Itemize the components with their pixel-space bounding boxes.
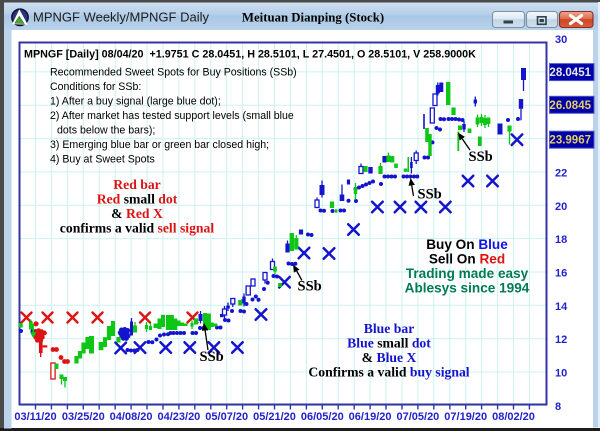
svg-text:8: 8 bbox=[555, 401, 561, 413]
svg-text:18: 18 bbox=[555, 234, 567, 246]
svg-text:Red small dot: Red small dot bbox=[97, 192, 178, 207]
svg-text:& Blue X: & Blue X bbox=[362, 350, 417, 365]
svg-text:07/19/20: 07/19/20 bbox=[444, 411, 487, 423]
svg-text:07/05/20: 07/05/20 bbox=[396, 411, 439, 423]
svg-text:3) Emerging blue bar or green: 3) Emerging blue bar or green bar closed… bbox=[50, 139, 269, 151]
svg-text:08/02/20: 08/02/20 bbox=[492, 411, 535, 423]
svg-text:05/21/20: 05/21/20 bbox=[253, 411, 296, 423]
svg-text:Blue small dot: Blue small dot bbox=[347, 336, 431, 351]
svg-text:14: 14 bbox=[555, 301, 568, 313]
svg-text:16: 16 bbox=[555, 268, 567, 280]
svg-text:Recommended Sweet Spots for Bu: Recommended Sweet Spots for Buy Position… bbox=[50, 67, 297, 79]
svg-text:dots below the bars);: dots below the bars); bbox=[57, 125, 155, 137]
svg-text:04/23/20: 04/23/20 bbox=[157, 411, 200, 423]
svg-text:Buy On Blue: Buy On Blue bbox=[426, 237, 508, 252]
svg-text:03/11/20: 03/11/20 bbox=[14, 411, 56, 423]
svg-text:Ablesys since 1994: Ablesys since 1994 bbox=[405, 281, 530, 296]
svg-text:2) After market has tested sup: 2) After market has tested support level… bbox=[50, 110, 294, 122]
svg-text:26.0845: 26.0845 bbox=[549, 100, 591, 112]
svg-text:22: 22 bbox=[555, 167, 567, 179]
svg-text:06/05/20: 06/05/20 bbox=[301, 411, 344, 423]
svg-text:28.0451: 28.0451 bbox=[549, 67, 591, 79]
svg-text:Red bar: Red bar bbox=[113, 177, 161, 192]
svg-text:SSb: SSb bbox=[200, 349, 224, 365]
svg-text:& Red X: & Red X bbox=[111, 206, 163, 221]
svg-text:SSb: SSb bbox=[298, 279, 322, 295]
svg-text:Meituan Dianping (Stock): Meituan Dianping (Stock) bbox=[242, 11, 384, 25]
svg-text:MPNGF Weekly/MPNGF Daily: MPNGF Weekly/MPNGF Daily bbox=[33, 10, 209, 25]
svg-text:Blue bar: Blue bar bbox=[364, 321, 415, 336]
svg-text:SSb: SSb bbox=[418, 187, 442, 203]
svg-text:Confirms a valid buy signal: Confirms a valid buy signal bbox=[308, 365, 469, 380]
svg-text:MPNGF [Daily] 08/04/20 +1.975: MPNGF [Daily] 08/04/20 +1.9751 C 28.0451… bbox=[24, 49, 476, 61]
svg-text:1) After a buy signal (large b: 1) After a buy signal (large blue dot); bbox=[50, 96, 221, 108]
svg-text:confirms a valid sell signal: confirms a valid sell signal bbox=[60, 221, 215, 236]
svg-text:SSb: SSb bbox=[469, 149, 493, 165]
svg-text:06/19/20: 06/19/20 bbox=[349, 411, 392, 423]
svg-text:12: 12 bbox=[555, 334, 567, 346]
svg-text:05/07/20: 05/07/20 bbox=[205, 411, 248, 423]
svg-text:Trading made easy: Trading made easy bbox=[406, 266, 529, 281]
svg-text:10: 10 bbox=[555, 368, 567, 380]
svg-text:20: 20 bbox=[555, 201, 567, 213]
svg-text:03/25/20: 03/25/20 bbox=[62, 411, 105, 423]
svg-text:30: 30 bbox=[555, 34, 567, 46]
svg-text:Sell On Red: Sell On Red bbox=[429, 252, 505, 267]
svg-text:04/08/20: 04/08/20 bbox=[110, 411, 153, 423]
svg-text:Conditions for SSb:: Conditions for SSb: bbox=[50, 81, 141, 93]
svg-text:4) Buy at Sweet Spots: 4) Buy at Sweet Spots bbox=[50, 154, 155, 166]
svg-text:23.9967: 23.9967 bbox=[549, 135, 591, 147]
